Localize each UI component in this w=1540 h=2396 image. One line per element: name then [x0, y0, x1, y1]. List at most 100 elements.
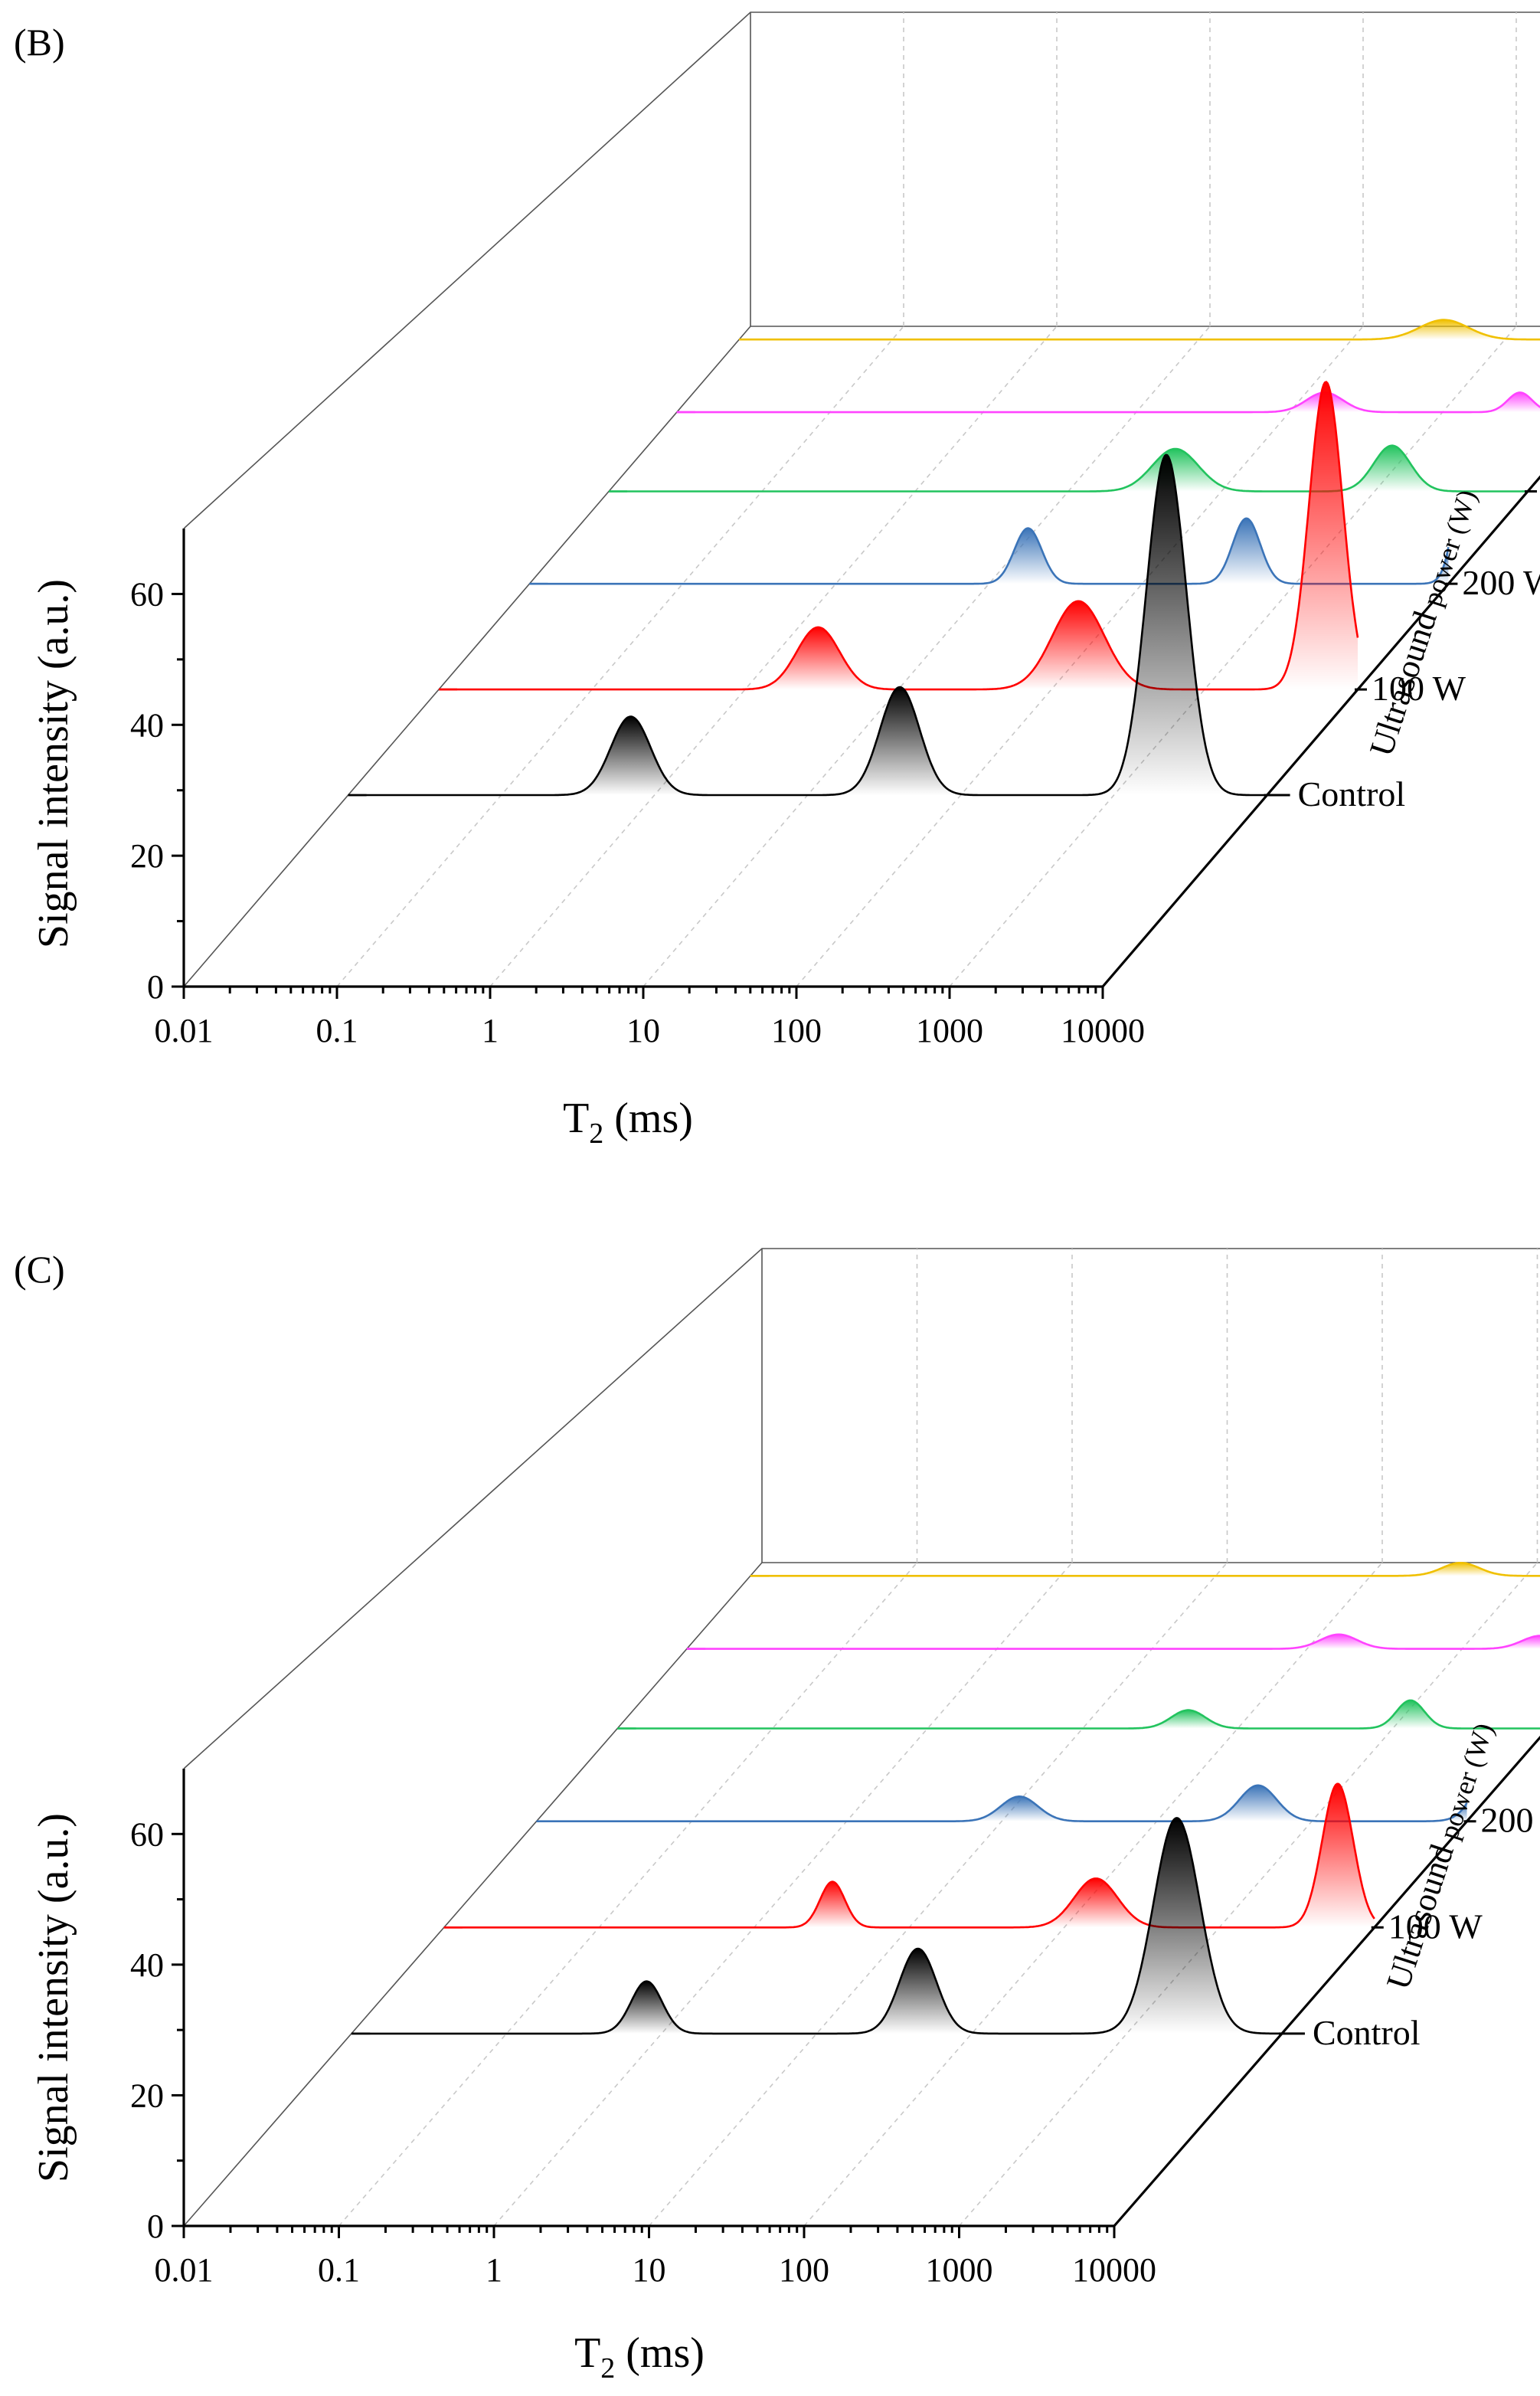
series-curves	[351, 1562, 1540, 2035]
z-axis-line	[1113, 1735, 1540, 2227]
series-peak-fill-200-w-3	[1430, 547, 1449, 584]
floor-grid-line	[336, 326, 904, 987]
series-peak-fill-400-w-2	[1480, 392, 1540, 413]
x-tick-label: 0.01	[155, 1012, 214, 1049]
x-axis-label-unit: (ms)	[615, 2329, 705, 2377]
y-axis-label: Signal intensity (a.u.)	[30, 1813, 77, 2182]
x-tick-label: 10	[633, 2251, 666, 2289]
series-label-200-w: 200 W	[1462, 563, 1540, 602]
floor-grid-line	[489, 326, 1058, 987]
series-line-control	[351, 1817, 1282, 2035]
back-frame	[183, 1248, 1540, 2227]
x-tick-label: 1	[482, 1012, 499, 1049]
y-ticks: 0 20 40 60	[130, 1815, 184, 2245]
series-line-300-w	[609, 444, 1529, 493]
floor-grid-line	[949, 326, 1517, 987]
series-peak-fill-100-w-2	[1025, 1878, 1166, 1928]
x-tick-label: 10000	[1072, 2251, 1156, 2289]
z-axis-label: Ultrasound power (W)	[1379, 1717, 1501, 1994]
floor-grid-line	[493, 1562, 1073, 2227]
series-peak-fill-200-w-1	[983, 528, 1074, 584]
series-line-100-w	[443, 1782, 1375, 1929]
series-line-300-w	[617, 1699, 1540, 1730]
series-peak-fill-control-1	[566, 716, 695, 796]
series-line-500-w	[750, 1562, 1540, 1577]
series-peak-fill-300-w-2	[1332, 445, 1452, 492]
floor-grid-line	[642, 326, 1211, 987]
x-axis-label: T2 (ms)	[563, 1095, 693, 1150]
series-peak-fill-100-w-3	[1270, 381, 1358, 690]
x-axis-label-main: T	[563, 1095, 589, 1142]
series-label-control: Control	[1298, 774, 1406, 813]
series-line-100-w	[439, 381, 1359, 691]
series-line-400-w	[676, 391, 1540, 414]
x-tick-label: 1000	[916, 1012, 983, 1049]
series-peak-fill-200-w-3	[1437, 1802, 1467, 1822]
series-label-100-w: 100 W	[1388, 1907, 1483, 1946]
series-peak-fill-300-w-2	[1365, 1700, 1457, 1729]
grid-lines	[338, 1249, 1538, 2227]
series-curves	[348, 319, 1540, 797]
x-axis-label-unit: (ms)	[603, 1095, 693, 1142]
floor-left-edge	[183, 326, 751, 987]
x-tick-label: 100	[779, 2251, 829, 2289]
x-tick-label: 0.1	[318, 2251, 360, 2289]
z-axis-line	[1101, 475, 1540, 988]
floor-grid-line	[648, 1562, 1228, 2227]
floor-left-edge	[183, 1562, 763, 2227]
series-peak-fill-300-w-1	[1133, 1710, 1244, 1729]
x-ticks: 0.01 0.1 1 10 100 1000 10000	[155, 987, 1145, 1049]
series-line-200-w	[536, 1784, 1468, 1822]
series-peak-fill-200-w-2	[1198, 1785, 1319, 1822]
z-axis-label: Ultrasound power (W)	[1362, 484, 1484, 761]
x-axis-label-main: T	[574, 2329, 600, 2377]
x-axis-label-sub: 2	[600, 2352, 615, 2385]
x-tick-label: 0.01	[155, 2251, 214, 2289]
y-tick-label: 0	[147, 2208, 164, 2245]
series-line-500-w	[739, 319, 1540, 341]
series-peak-fill-100-w-3	[1287, 1783, 1375, 1928]
series-peak-fill-400-w-2	[1480, 1635, 1540, 1649]
series-peak-fill-control-1	[596, 1981, 698, 2034]
series-peak-fill-500-w-1	[1365, 319, 1523, 340]
series-peak-fill-200-w-1	[959, 1796, 1081, 1822]
y-tick-label: 60	[130, 575, 164, 613]
y-tick-label: 0	[147, 968, 164, 1006]
y-tick-label: 40	[130, 1946, 164, 1984]
series-label-control: Control	[1313, 2013, 1421, 2052]
series-label-200-w: 200 W	[1481, 1801, 1540, 1840]
floor-grid-line	[958, 1562, 1538, 2227]
series-peak-fill-100-w-1	[748, 627, 888, 690]
x-tick-label: 10000	[1061, 1012, 1145, 1049]
series-peak-fill-200-w-2	[1202, 518, 1291, 584]
series-peak-fill-control-3	[1101, 454, 1231, 796]
panel-label: (C)	[14, 1248, 65, 1291]
series-peak-fill-control-2	[858, 1949, 979, 2034]
series-peak-fill-400-w-1	[1278, 1634, 1400, 1649]
x-tick-label: 0.1	[316, 1012, 358, 1049]
x-tick-label: 100	[771, 1012, 822, 1049]
y-tick-label: 40	[130, 706, 164, 744]
y-ticks: 0 20 40 60	[130, 575, 184, 1006]
x-tick-label: 1000	[926, 2251, 993, 2289]
y-tick-label: 20	[130, 837, 164, 875]
y-tick-label: 20	[130, 2077, 164, 2114]
series-line-control	[348, 453, 1267, 797]
panel-label: (B)	[14, 21, 65, 64]
back-wall-outline	[183, 1248, 1540, 1769]
y-tick-label: 60	[130, 1815, 164, 1853]
series-peak-fill-100-w-1	[792, 1881, 874, 1928]
x-axis-label-sub: 2	[589, 1118, 603, 1150]
x-tick-label: 10	[626, 1012, 660, 1049]
x-axis-label: T2 (ms)	[574, 2329, 705, 2385]
series-line-400-w	[686, 1633, 1540, 1650]
x-tick-label: 1	[486, 2251, 502, 2289]
series-label-100-w: 100 W	[1372, 669, 1466, 708]
series-line-200-w	[529, 517, 1450, 585]
